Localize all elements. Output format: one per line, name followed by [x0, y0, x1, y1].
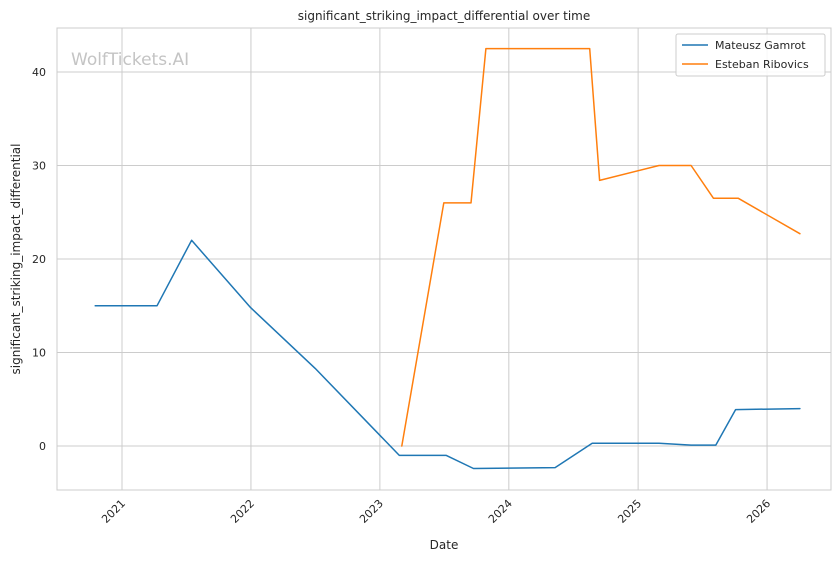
y-tick-label: 10: [32, 347, 46, 360]
y-axis-title: significant_striking_impact_differential: [9, 144, 23, 375]
legend-label-mateusz-gamrot: Mateusz Gamrot: [715, 39, 806, 52]
legend-label-esteban-ribovics: Esteban Ribovics: [715, 58, 809, 71]
y-tick-label: 20: [32, 253, 46, 266]
y-tick-label: 0: [39, 440, 46, 453]
legend: Mateusz Gamrot Esteban Ribovics: [675, 33, 826, 77]
watermark-text: WolfTickets.AI: [71, 50, 189, 70]
series-layer: [94, 47, 801, 470]
series-line-mateusz-gamrot: [94, 239, 801, 470]
series-line-esteban-ribovics: [401, 47, 801, 447]
legend-box: [675, 33, 826, 77]
grid: [57, 28, 831, 490]
plot-frame: [56, 27, 832, 491]
y-tick-label: 30: [32, 159, 46, 172]
x-axis-title: Date: [430, 538, 459, 552]
y-tick-label: 40: [32, 66, 46, 79]
chart-title: significant_striking_impact_differential…: [298, 9, 590, 23]
